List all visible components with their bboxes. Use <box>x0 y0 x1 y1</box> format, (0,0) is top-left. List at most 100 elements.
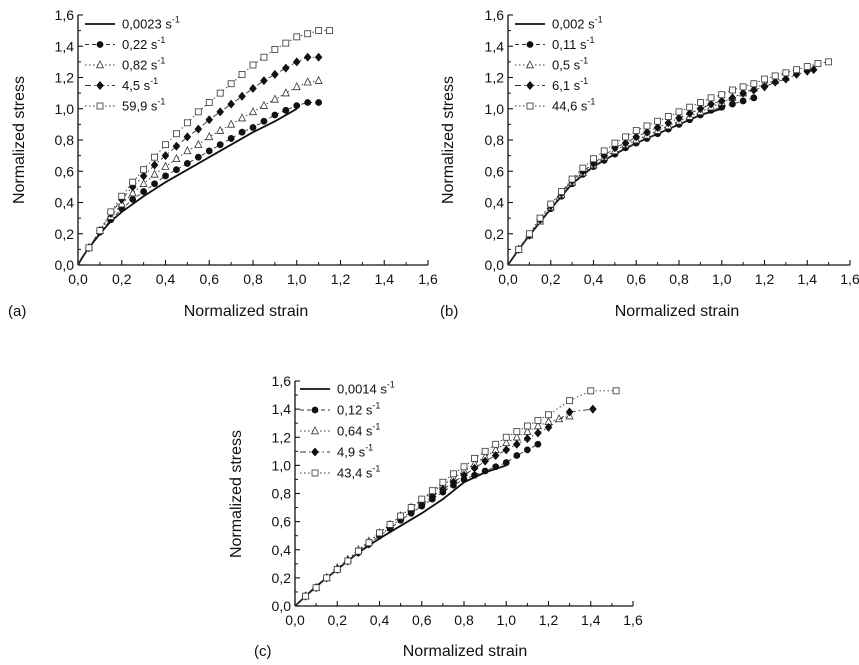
legend-label: 0,11 s-1 <box>552 35 594 52</box>
data-point <box>315 27 323 35</box>
data-point <box>729 86 736 94</box>
data-point <box>271 69 279 79</box>
data-point <box>326 27 333 35</box>
series-4 <box>294 404 597 607</box>
y-tick-label: 1,4 <box>272 401 292 417</box>
data-point <box>590 155 597 163</box>
data-point <box>558 188 565 195</box>
data-point <box>315 99 323 106</box>
data-point <box>183 160 191 167</box>
legend-label: 0,0014 s-1 <box>337 380 395 397</box>
data-point <box>118 192 126 200</box>
x-tick-label: 1,4 <box>375 271 395 287</box>
data-point <box>664 113 672 120</box>
data-point <box>107 208 115 216</box>
x-tick-label: 0,6 <box>627 271 647 287</box>
y-tick-label: 0,8 <box>272 486 292 502</box>
data-point <box>183 146 192 155</box>
data-point <box>643 127 651 137</box>
legend-marker <box>526 102 534 110</box>
data-point <box>260 53 268 61</box>
y-tick-label: 1,6 <box>272 373 292 389</box>
y-tick-label: 1,2 <box>272 429 292 445</box>
data-point <box>534 428 542 438</box>
data-point <box>544 422 553 432</box>
data-point <box>259 100 268 109</box>
data-point <box>515 245 523 253</box>
data-point <box>428 491 437 501</box>
x-tick-label: 1,0 <box>712 271 732 287</box>
data-point <box>216 107 224 117</box>
y-tick-label: 0,6 <box>485 163 505 179</box>
series-line <box>507 107 723 266</box>
legend-marker <box>96 41 104 48</box>
y-tick-label: 0,0 <box>485 257 505 273</box>
legend-marker <box>311 447 319 457</box>
series-2 <box>77 99 323 266</box>
data-point <box>664 118 673 128</box>
data-point <box>162 141 169 149</box>
y-tick-label: 0,0 <box>55 257 75 273</box>
data-point <box>621 138 630 148</box>
series-line <box>77 56 319 266</box>
data-point <box>312 584 320 592</box>
data-point <box>782 74 790 84</box>
data-point <box>750 85 758 95</box>
data-point <box>632 127 640 135</box>
data-point <box>397 512 405 520</box>
data-point <box>303 77 312 86</box>
data-point <box>611 139 619 147</box>
data-point <box>643 122 651 130</box>
legend-label: 0,002 s-1 <box>552 15 603 32</box>
data-point <box>260 117 268 125</box>
data-point <box>696 99 704 106</box>
data-point <box>183 132 192 142</box>
legend-label: 59,9 s-1 <box>122 97 165 114</box>
data-point <box>579 164 587 172</box>
data-point <box>536 214 544 222</box>
x-tick-label: 0,0 <box>68 271 88 287</box>
data-point <box>172 153 181 162</box>
data-point <box>502 445 511 455</box>
data-point <box>460 463 468 471</box>
series-line <box>507 77 787 266</box>
panel-b: 0,0 0,2 0,4 0,6 0,8 1,0 1,2 1,4 1,6 0,0 0,2 0,4 0,6 0… <box>440 7 859 320</box>
data-point <box>173 166 180 174</box>
data-point <box>728 93 737 103</box>
data-point <box>161 161 170 170</box>
series-5 <box>294 387 620 607</box>
data-point <box>293 102 301 110</box>
data-point <box>128 188 137 197</box>
data-point <box>803 63 811 70</box>
data-point <box>354 547 362 555</box>
series-1 <box>77 108 298 266</box>
data-point <box>707 94 715 102</box>
data-point <box>439 478 447 486</box>
y-tick-label: 0,4 <box>485 195 505 211</box>
x-tick-label: 1,0 <box>497 612 517 628</box>
data-point <box>481 467 489 475</box>
data-point <box>227 80 235 88</box>
x-tick-label: 0,0 <box>498 271 518 287</box>
data-point <box>654 117 662 125</box>
legend: 0,0023 s-1 0,22 s-1 0,82 s-1 4,5 s-1 59,9 s-… <box>85 15 180 114</box>
y-axis-title: Normalized stress <box>11 76 28 204</box>
data-point <box>417 500 426 510</box>
data-point <box>566 397 574 405</box>
data-point <box>194 153 202 161</box>
data-point <box>194 124 203 134</box>
data-point <box>292 81 301 91</box>
data-point <box>205 115 214 125</box>
legend-label: 0,64 s-1 <box>337 422 380 439</box>
data-point <box>534 416 542 424</box>
legend-label: 0,5 s-1 <box>552 56 588 73</box>
data-point <box>194 108 202 116</box>
data-point <box>428 487 436 495</box>
x-tick-label: 1,2 <box>539 612 559 628</box>
legend-label: 4,5 s-1 <box>122 76 158 93</box>
data-point <box>470 463 479 473</box>
legend-marker <box>95 60 105 69</box>
series-1 <box>294 464 507 607</box>
x-axis-title: Normalized strain <box>615 303 739 320</box>
series-1 <box>507 107 723 266</box>
